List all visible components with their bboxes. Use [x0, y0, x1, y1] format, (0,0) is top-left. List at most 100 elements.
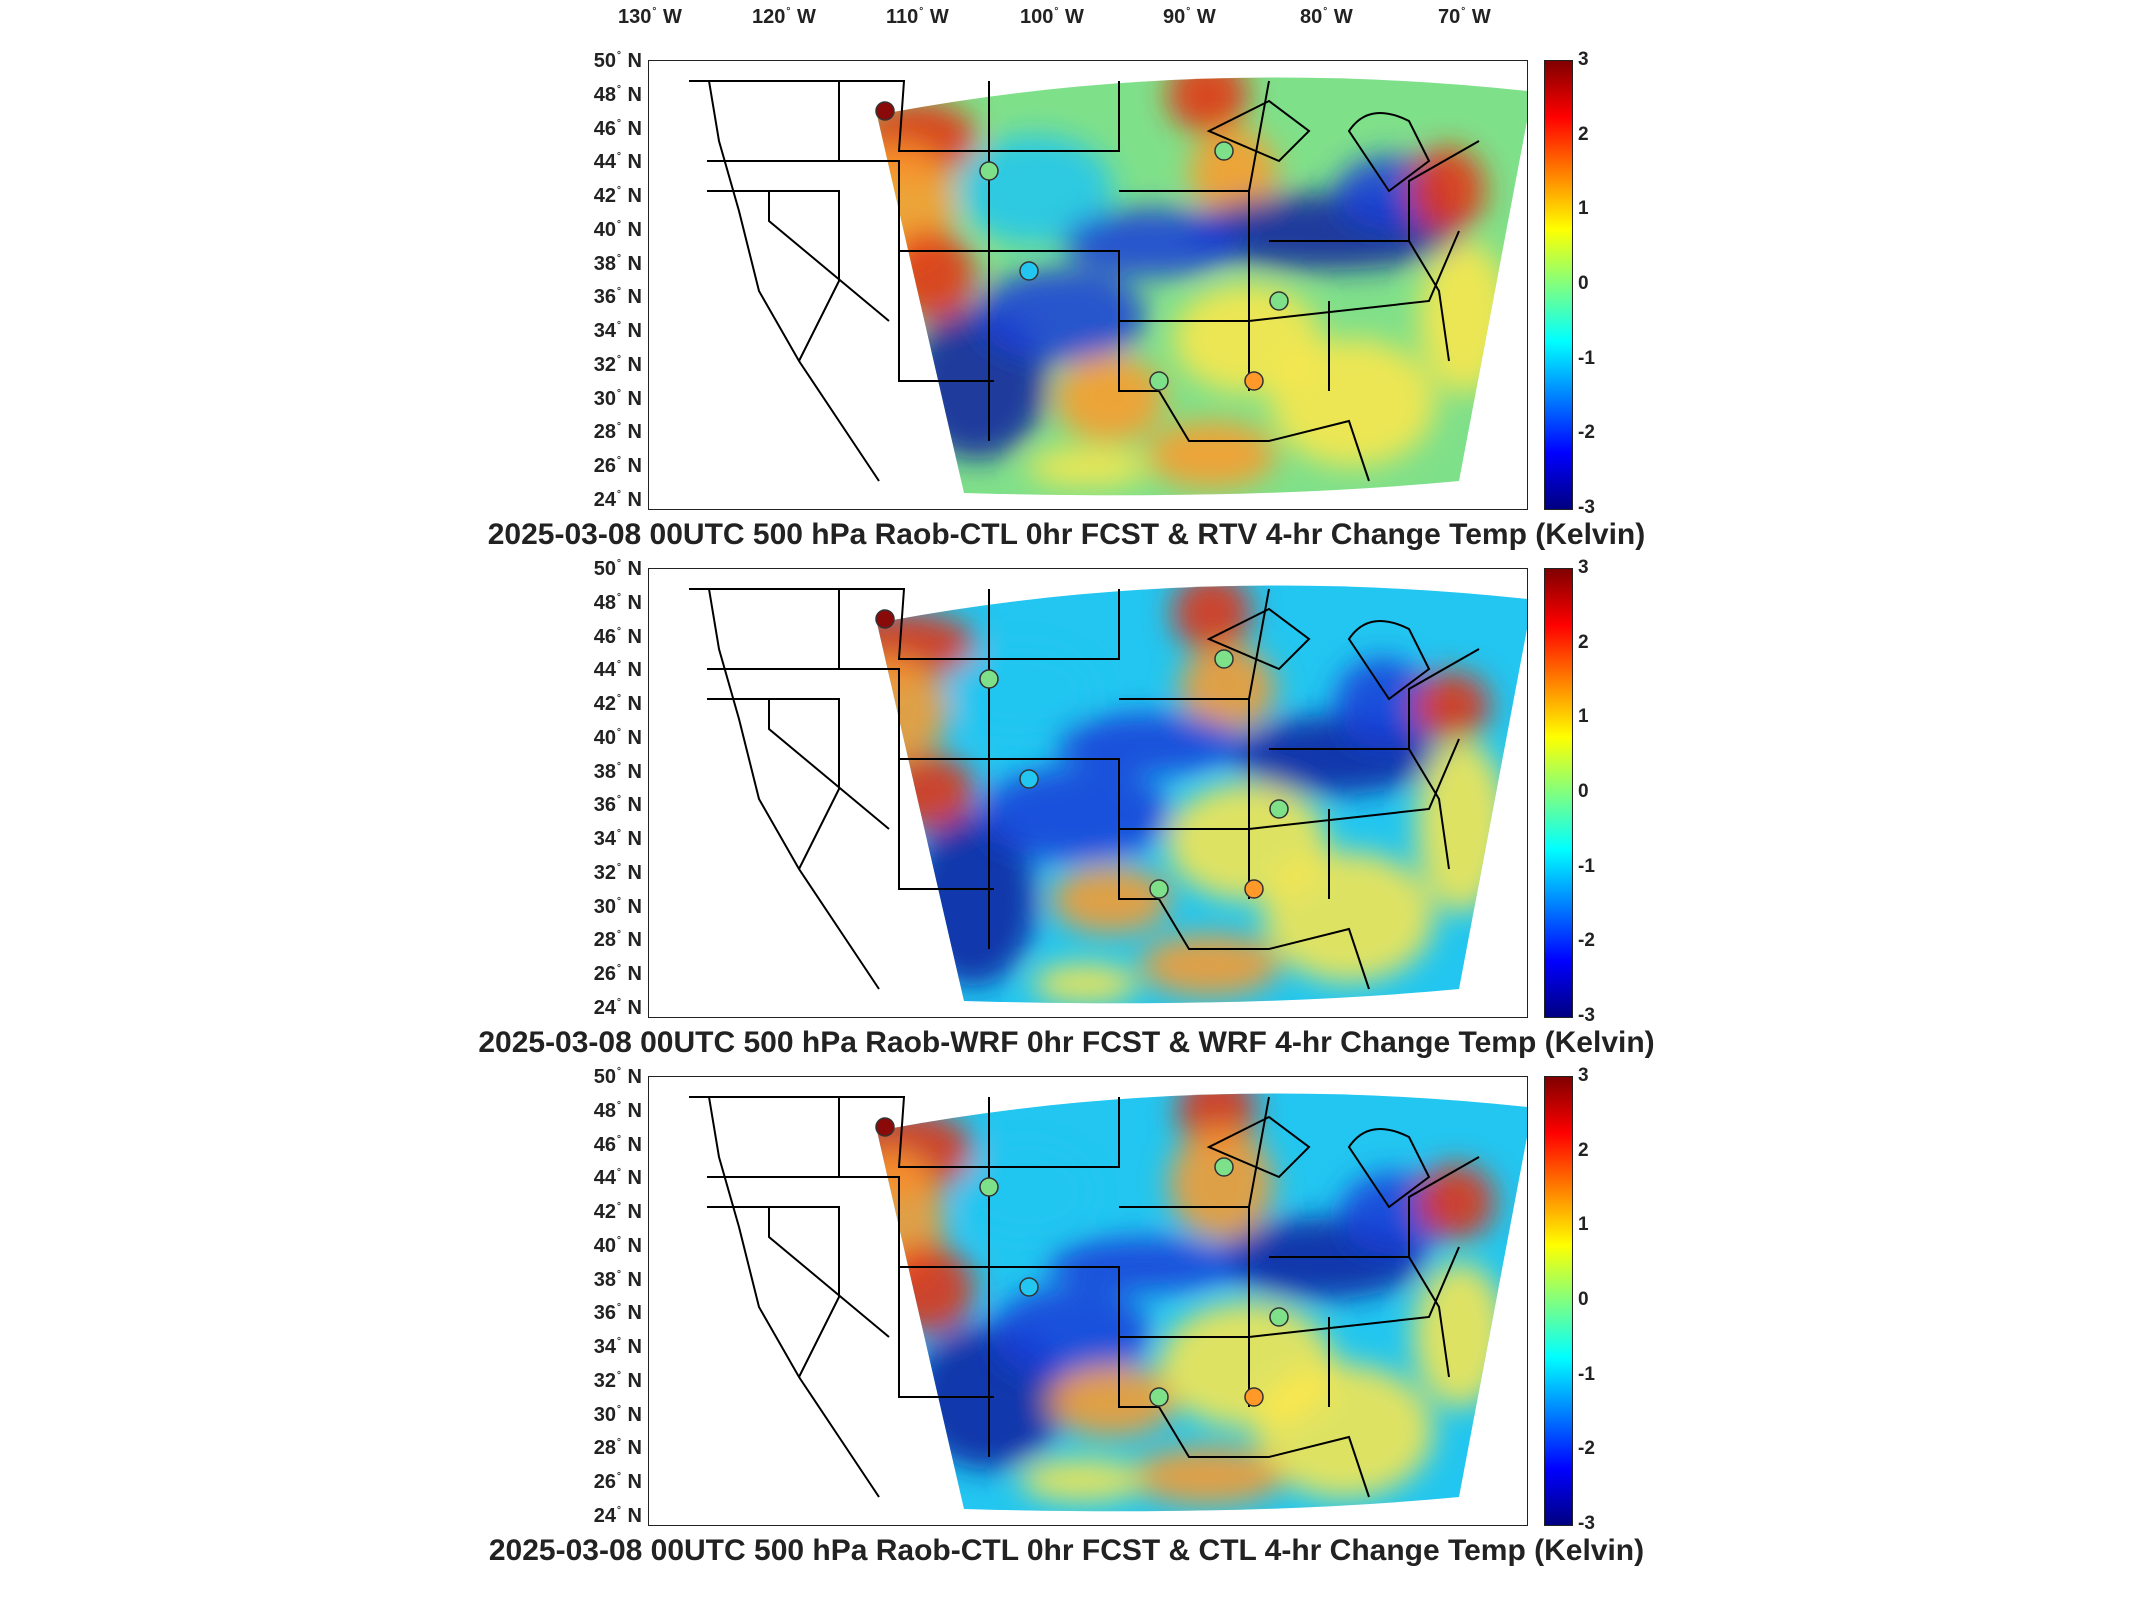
colorbar-tick-label: 0 [1578, 781, 1589, 802]
map-canvas-1 [689, 77, 1527, 496]
lat-label-26n: 26° N [593, 963, 642, 986]
lat-label-48n: 48° N [593, 83, 642, 106]
map-frame-1 [648, 60, 1528, 510]
raob-station-marker [1019, 769, 1039, 789]
lon-label-100w: 100° W [1020, 6, 1084, 28]
panel-title-3: 2025-03-08 00UTC 500 hPa Raob-CTL 0hr FC… [488, 1534, 1645, 1567]
raob-station-marker [1149, 1387, 1169, 1407]
colorbar-tick-label: -2 [1578, 422, 1595, 444]
lat-label-40n: 40° N [593, 218, 642, 241]
colorbar-3 [1544, 1076, 1573, 1526]
raob-station-marker [1149, 371, 1169, 391]
map-canvas-2 [689, 585, 1527, 1004]
lat-label-30n: 30° N [593, 895, 642, 918]
lat-label-24n: 24° N [593, 489, 642, 512]
colorbar-1 [1544, 60, 1573, 510]
lat-label-50n: 50° N [593, 50, 642, 72]
map-canvas-3 [689, 1093, 1527, 1512]
raob-station-marker [1019, 1277, 1039, 1297]
lon-label-110w: 110° W [886, 6, 949, 28]
raob-station-marker [979, 669, 999, 689]
colorbar-tick-label: -1 [1578, 1363, 1595, 1385]
lat-label-30n: 30° N [593, 387, 642, 410]
lat-label-34n: 34° N [593, 320, 642, 343]
lat-label-36n: 36° N [593, 1302, 642, 1325]
lon-label-90w: 90° W [1163, 6, 1216, 28]
lat-label-48n: 48° N [593, 1099, 642, 1122]
colorbar-tick-label: -3 [1578, 1005, 1595, 1026]
colorbar-tick-label: -2 [1578, 930, 1595, 952]
state-borders [689, 1096, 1480, 1498]
lat-label-34n: 34° N [593, 1336, 642, 1359]
lat-label-28n: 28° N [593, 929, 642, 952]
lat-label-32n: 32° N [593, 861, 642, 884]
raob-station-marker [1269, 799, 1289, 819]
raob-station-marker [1019, 261, 1039, 281]
raob-station-marker [875, 1117, 895, 1137]
colorbar-tick-label: 2 [1578, 123, 1589, 145]
lat-label-38n: 38° N [593, 252, 642, 275]
colorbar-tick-label: 2 [1578, 1139, 1589, 1161]
lat-label-26n: 26° N [593, 1471, 642, 1494]
raob-station-marker [1244, 879, 1264, 899]
lat-label-36n: 36° N [593, 286, 642, 309]
lat-label-44n: 44° N [593, 1167, 642, 1190]
lon-label-120w: 120° W [752, 6, 816, 28]
lat-label-44n: 44° N [593, 151, 642, 174]
colorbar-tick-label: 1 [1578, 1214, 1589, 1236]
colorbar-tick-label: 3 [1578, 557, 1589, 578]
lat-label-36n: 36° N [593, 794, 642, 817]
lat-label-50n: 50° N [593, 558, 642, 580]
lon-label-130w: 130° W [618, 6, 682, 28]
raob-station-marker [1269, 1307, 1289, 1327]
colorbar-tick-label: 2 [1578, 631, 1589, 653]
lat-label-42n: 42° N [593, 693, 642, 716]
lon-label-70w: 70° W [1438, 6, 1491, 28]
raob-station-marker [1244, 1387, 1264, 1407]
colorbar-2 [1544, 568, 1573, 1018]
colorbar-tick-label: -1 [1578, 347, 1595, 369]
raob-station-marker [979, 161, 999, 181]
lon-label-80w: 80° W [1300, 6, 1353, 28]
lat-label-42n: 42° N [593, 185, 642, 208]
temperature-field [877, 77, 1527, 496]
colorbar-tick-label: 1 [1578, 198, 1589, 220]
lat-label-48n: 48° N [593, 591, 642, 614]
colorbar-tick-label: 0 [1578, 1289, 1589, 1310]
lat-label-32n: 32° N [593, 353, 642, 376]
lat-label-44n: 44° N [593, 659, 642, 682]
colorbar-tick-label: 0 [1578, 273, 1589, 294]
colorbar-tick-label: -3 [1578, 497, 1595, 518]
colorbar-tick-label: -1 [1578, 855, 1595, 877]
raob-station-marker [979, 1177, 999, 1197]
map-frame-3 [648, 1076, 1528, 1526]
lat-label-24n: 24° N [593, 1505, 642, 1528]
lat-label-26n: 26° N [593, 455, 642, 478]
lat-label-28n: 28° N [593, 1437, 642, 1460]
lat-label-46n: 46° N [593, 117, 642, 140]
raob-station-marker [1244, 371, 1264, 391]
state-borders [689, 80, 1480, 482]
lat-label-46n: 46° N [593, 1133, 642, 1156]
temperature-field [877, 585, 1527, 1004]
raob-station-marker [1214, 649, 1234, 669]
temperature-field [877, 1093, 1527, 1512]
lat-label-40n: 40° N [593, 1234, 642, 1257]
raob-station-marker [1214, 1157, 1234, 1177]
panel-title-1: 2025-03-08 00UTC 500 hPa Raob-CTL 0hr FC… [487, 518, 1646, 551]
lat-label-38n: 38° N [593, 760, 642, 783]
colorbar-tick-label: 3 [1578, 1065, 1589, 1086]
map-frame-2 [648, 568, 1528, 1018]
lat-label-34n: 34° N [593, 828, 642, 851]
lat-label-24n: 24° N [593, 997, 642, 1020]
colorbar-tick-label: 1 [1578, 706, 1589, 728]
panel-title-2: 2025-03-08 00UTC 500 hPa Raob-WRF 0hr FC… [478, 1026, 1655, 1059]
raob-station-marker [875, 609, 895, 629]
raob-station-marker [1214, 141, 1234, 161]
colorbar-tick-label: 3 [1578, 49, 1589, 70]
lat-label-32n: 32° N [593, 1369, 642, 1392]
raob-station-marker [875, 101, 895, 121]
lat-label-28n: 28° N [593, 421, 642, 444]
lat-label-42n: 42° N [593, 1201, 642, 1224]
lat-label-40n: 40° N [593, 726, 642, 749]
